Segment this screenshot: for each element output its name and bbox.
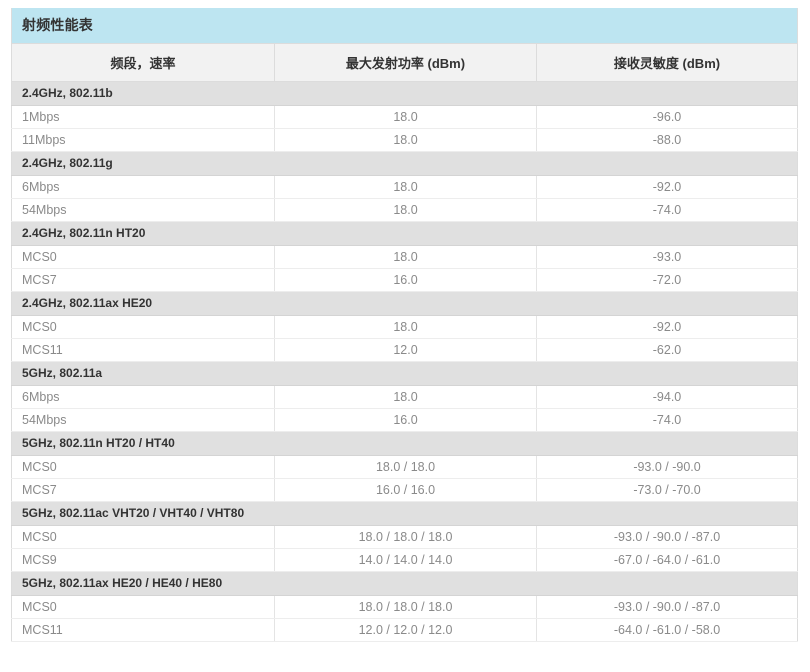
group-header-label: 5GHz, 802.11ac VHT20 / VHT40 / VHT80 (11, 500, 798, 526)
cell-tx-power: 18.0 / 18.0 (274, 455, 537, 479)
cell-rate: MCS9 (11, 548, 275, 572)
cell-rate: 11Mbps (11, 128, 275, 152)
cell-tx-power: 16.0 / 16.0 (274, 478, 537, 502)
table-row: 54Mbps 18.0 -74.0 (11, 198, 798, 222)
cell-rate: MCS7 (11, 478, 275, 502)
cell-tx-power: 18.0 (274, 198, 537, 222)
table-title-row: 射频性能表 (11, 8, 798, 44)
cell-rx-sensitivity: -67.0 / -64.0 / -61.0 (536, 548, 798, 572)
cell-rx-sensitivity: -64.0 / -61.0 / -58.0 (536, 618, 798, 642)
cell-rx-sensitivity: -96.0 (536, 105, 798, 129)
cell-tx-power: 18.0 (274, 105, 537, 129)
cell-rx-sensitivity: -92.0 (536, 315, 798, 339)
cell-tx-power: 18.0 (274, 175, 537, 199)
column-header-max-tx-power: 最大发射功率 (dBm) (274, 43, 537, 82)
cell-tx-power: 18.0 (274, 315, 537, 339)
table-row: MCS9 14.0 / 14.0 / 14.0 -67.0 / -64.0 / … (11, 548, 798, 572)
group-header-label: 2.4GHz, 802.11g (11, 150, 798, 176)
cell-rate: 6Mbps (11, 385, 275, 409)
group-header-row: 5GHz, 802.11a (11, 360, 798, 386)
cell-tx-power: 14.0 / 14.0 / 14.0 (274, 548, 537, 572)
cell-rx-sensitivity: -93.0 / -90.0 (536, 455, 798, 479)
cell-rate: MCS0 (11, 315, 275, 339)
cell-rate: MCS0 (11, 245, 275, 269)
group-header-row: 5GHz, 802.11ac VHT20 / VHT40 / VHT80 (11, 500, 798, 526)
column-header-rx-sensitivity: 接收灵敏度 (dBm) (536, 43, 798, 82)
table-row: MCS0 18.0 / 18.0 / 18.0 -93.0 / -90.0 / … (11, 525, 798, 549)
group-header-row: 2.4GHz, 802.11ax HE20 (11, 290, 798, 316)
cell-rate: 54Mbps (11, 408, 275, 432)
column-header-band-rate: 频段，速率 (11, 43, 275, 82)
table-row: MCS11 12.0 / 12.0 / 12.0 -64.0 / -61.0 /… (11, 618, 798, 642)
table-row: 54Mbps 16.0 -74.0 (11, 408, 798, 432)
cell-rate: MCS0 (11, 455, 275, 479)
cell-rx-sensitivity: -72.0 (536, 268, 798, 292)
table-body: 2.4GHz, 802.11b 1Mbps 18.0 -96.0 11Mbps … (11, 80, 798, 642)
cell-rx-sensitivity: -93.0 (536, 245, 798, 269)
table-row: 6Mbps 18.0 -92.0 (11, 175, 798, 199)
cell-rate: MCS11 (11, 618, 275, 642)
cell-tx-power: 12.0 / 12.0 / 12.0 (274, 618, 537, 642)
cell-rx-sensitivity: -92.0 (536, 175, 798, 199)
table-row: 11Mbps 18.0 -88.0 (11, 128, 798, 152)
cell-tx-power: 18.0 (274, 245, 537, 269)
cell-rate: MCS7 (11, 268, 275, 292)
group-header-label: 5GHz, 802.11n HT20 / HT40 (11, 430, 798, 456)
table-row: MCS0 18.0 / 18.0 / 18.0 -93.0 / -90.0 / … (11, 595, 798, 619)
cell-rx-sensitivity: -73.0 / -70.0 (536, 478, 798, 502)
cell-rate: MCS11 (11, 338, 275, 362)
group-header-row: 5GHz, 802.11n HT20 / HT40 (11, 430, 798, 456)
group-header-row: 2.4GHz, 802.11g (11, 150, 798, 176)
group-header-label: 2.4GHz, 802.11ax HE20 (11, 290, 798, 316)
group-header-label: 2.4GHz, 802.11b (11, 80, 798, 106)
cell-tx-power: 16.0 (274, 408, 537, 432)
cell-rx-sensitivity: -74.0 (536, 408, 798, 432)
group-header-row: 5GHz, 802.11ax HE20 / HE40 / HE80 (11, 570, 798, 596)
cell-tx-power: 18.0 / 18.0 / 18.0 (274, 525, 537, 549)
table-row: MCS0 18.0 -92.0 (11, 315, 798, 339)
group-header-row: 2.4GHz, 802.11n HT20 (11, 220, 798, 246)
table-row: MCS7 16.0 / 16.0 -73.0 / -70.0 (11, 478, 798, 502)
table-row: MCS7 16.0 -72.0 (11, 268, 798, 292)
cell-rx-sensitivity: -74.0 (536, 198, 798, 222)
cell-tx-power: 18.0 / 18.0 / 18.0 (274, 595, 537, 619)
cell-rate: 1Mbps (11, 105, 275, 129)
group-header-row: 2.4GHz, 802.11b (11, 80, 798, 106)
cell-rx-sensitivity: -94.0 (536, 385, 798, 409)
cell-tx-power: 16.0 (274, 268, 537, 292)
table-row: 6Mbps 18.0 -94.0 (11, 385, 798, 409)
cell-tx-power: 18.0 (274, 128, 537, 152)
cell-rx-sensitivity: -62.0 (536, 338, 798, 362)
group-header-label: 2.4GHz, 802.11n HT20 (11, 220, 798, 246)
cell-rate: 54Mbps (11, 198, 275, 222)
cell-rate: MCS0 (11, 595, 275, 619)
group-header-label: 5GHz, 802.11a (11, 360, 798, 386)
group-header-label: 5GHz, 802.11ax HE20 / HE40 / HE80 (11, 570, 798, 596)
table-row: MCS0 18.0 -93.0 (11, 245, 798, 269)
table-row: 1Mbps 18.0 -96.0 (11, 105, 798, 129)
rf-performance-table: 射频性能表 频段，速率 最大发射功率 (dBm) 接收灵敏度 (dBm) 2.4… (11, 8, 799, 642)
column-header-row: 频段，速率 最大发射功率 (dBm) 接收灵敏度 (dBm) (11, 43, 798, 82)
page-title: 射频性能表 (22, 17, 93, 34)
cell-rx-sensitivity: -93.0 / -90.0 / -87.0 (536, 595, 798, 619)
table-head: 射频性能表 频段，速率 最大发射功率 (dBm) 接收灵敏度 (dBm) (11, 8, 798, 82)
cell-tx-power: 12.0 (274, 338, 537, 362)
cell-rate: MCS0 (11, 525, 275, 549)
cell-rate: 6Mbps (11, 175, 275, 199)
cell-rx-sensitivity: -93.0 / -90.0 / -87.0 (536, 525, 798, 549)
table-row: MCS11 12.0 -62.0 (11, 338, 798, 362)
cell-tx-power: 18.0 (274, 385, 537, 409)
table-title-cell: 射频性能表 (11, 8, 798, 44)
cell-rx-sensitivity: -88.0 (536, 128, 798, 152)
table-row: MCS0 18.0 / 18.0 -93.0 / -90.0 (11, 455, 798, 479)
